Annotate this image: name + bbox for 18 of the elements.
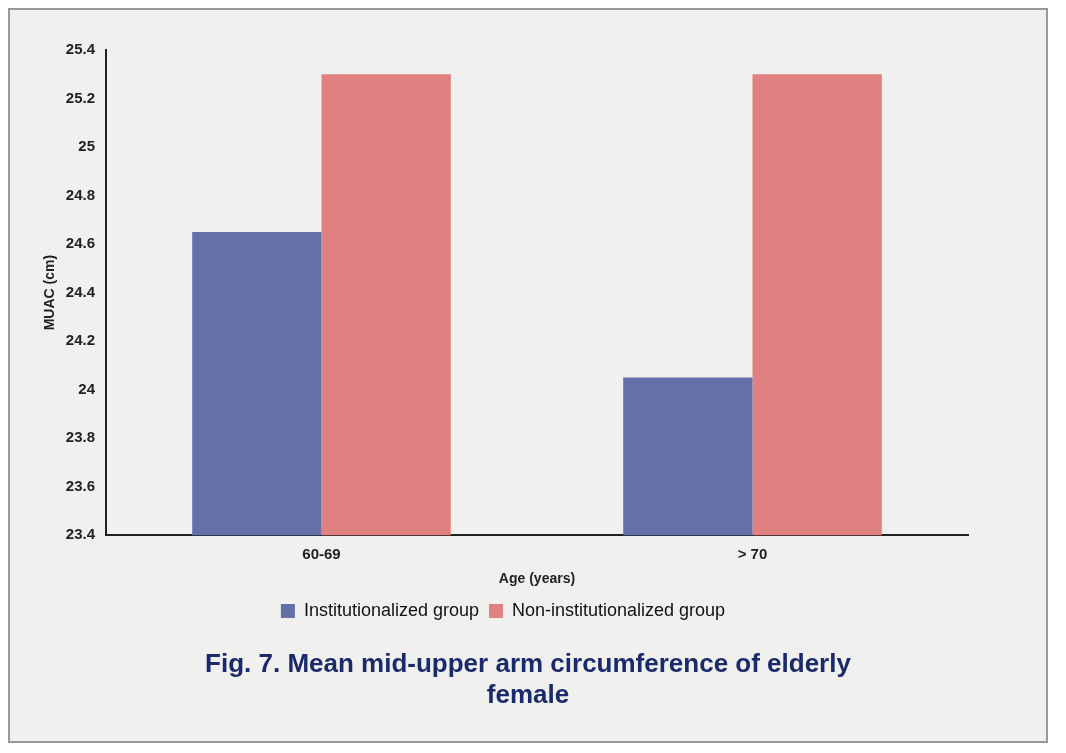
y-tick-label: 23.4: [65, 525, 96, 543]
legend-label: Non-institutionalized group: [511, 599, 726, 620]
y-axis-title: MUAC (cm): [41, 254, 58, 331]
y-tick-label: 25.2: [65, 88, 95, 106]
y-tick-label: 24.6: [65, 234, 95, 252]
x-tick-label: 60-69: [302, 545, 341, 563]
y-tick-label: 24.8: [65, 185, 95, 203]
y-tick-label: 24: [78, 379, 96, 397]
y-tick-label: 23.6: [65, 476, 95, 494]
y-tick-label: 25: [78, 137, 95, 155]
text: Fig. 7. Mean mid-upper arm circumference of elderly female: [204, 648, 852, 710]
x-tick-label: > 70: [737, 545, 768, 563]
legend-label: Institutionalized group: [303, 599, 480, 620]
y-tick-label: 25.4: [65, 40, 96, 58]
x-axis-title: Age (years): [498, 570, 576, 587]
y-tick-label: 24.2: [65, 331, 95, 349]
y-tick-label: 23.8: [65, 428, 95, 446]
y-tick-label: 24.4: [65, 282, 96, 300]
